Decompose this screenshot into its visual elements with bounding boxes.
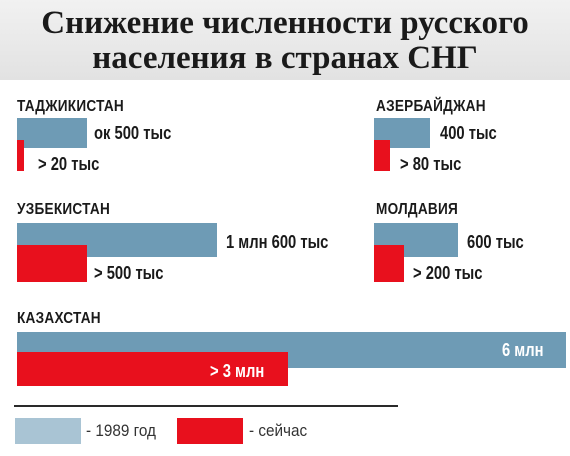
bar-now-moldova [374,245,404,282]
legend-swatch-now [177,418,243,444]
country-label-azerbaijan: АЗЕРБАЙДЖАН [376,98,486,115]
country-label-moldova: МОЛДАВИЯ [376,201,459,218]
value-label-now-moldova: > 200 тыс [413,263,483,283]
bar-now-kazakhstan [17,352,288,386]
value-label-now-azerbaijan: > 80 тыс [400,154,462,174]
country-label-kazakhstan: КАЗАХСТАН [17,310,101,327]
value-label-now-tajikistan: > 20 тыс [38,154,100,174]
value-label-1989-uzbekistan: 1 млн 600 тыс [226,232,329,252]
value-label-1989-tajikistan: ок 500 тыс [94,123,172,143]
chart-title-line-2: населения в странах СНГ [92,40,478,76]
value-label-1989-kazakhstan: 6 млн [502,340,544,360]
country-label-uzbekistan: УЗБЕКИСТАН [17,201,111,218]
value-label-1989-moldova: 600 тыс [467,232,524,252]
legend-divider [14,405,398,407]
value-label-now-kazakhstan: > 3 млн [210,361,265,381]
country-label-tajikistan: ТАДЖИКИСТАН [17,98,124,115]
legend-swatch-1989 [15,418,81,444]
chart-title-line-1: Снижение численности русского [41,5,529,41]
bar-now-uzbekistan [17,245,87,282]
chart-title: Снижение численности русского населения … [0,6,570,76]
bar-1989-tajikistan [17,118,87,148]
legend-label-1989: - 1989 год [86,421,156,440]
bar-now-tajikistan [17,140,24,171]
bar-now-azerbaijan [374,140,390,171]
title-background [0,0,570,80]
value-label-now-uzbekistan: > 500 тыс [94,263,164,283]
legend-label-now: - сейчас [249,421,308,440]
value-label-1989-azerbaijan: 400 тыс [440,123,497,143]
